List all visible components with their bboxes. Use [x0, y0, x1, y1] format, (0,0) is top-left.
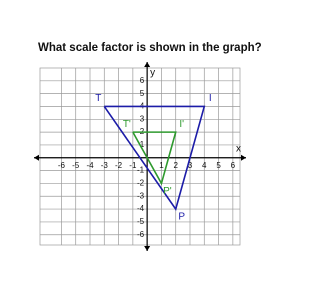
- x-tick-label: 5: [216, 161, 221, 170]
- triangle: [103, 105, 206, 211]
- y-tick-label: -1: [137, 166, 145, 175]
- y-tick-label: 3: [140, 114, 145, 123]
- x-tick-label: -1: [129, 161, 137, 170]
- y-axis-label: y: [150, 68, 155, 79]
- vertex-label: I: [209, 93, 212, 104]
- y-tick-label: -2: [137, 179, 145, 188]
- triangle: [132, 131, 177, 186]
- x-tick-label: -4: [86, 161, 94, 170]
- vertex-label: T': [123, 119, 131, 130]
- x-tick-label: -6: [58, 161, 66, 170]
- y-tick-label: 1: [140, 140, 145, 149]
- vertex-label: I': [179, 119, 184, 130]
- vertex-label: T: [95, 93, 101, 104]
- vertex-label: P: [178, 212, 185, 223]
- chart: What scale factor is shown in the graph?…: [34, 42, 262, 251]
- x-tick-label: 1: [159, 161, 164, 170]
- x-tick-label: 4: [202, 161, 207, 170]
- plot-border: [39, 67, 241, 246]
- x-tick-label: -3: [101, 161, 109, 170]
- x-tick-label: 3: [188, 161, 193, 170]
- x-tick-label: 6: [231, 161, 236, 170]
- vertex-label: P': [163, 186, 172, 197]
- y-tick-label: -4: [137, 204, 145, 213]
- y-tick-label: 5: [140, 89, 145, 98]
- y-tick-label: -6: [137, 230, 145, 239]
- x-tick-label: 2: [173, 161, 178, 170]
- x-axis-label: x: [236, 143, 241, 154]
- y-tick-label: -3: [137, 191, 145, 200]
- chart-title: What scale factor is shown in the graph?: [38, 42, 262, 54]
- x-tick-label: -2: [115, 161, 123, 170]
- x-tick-label: -5: [72, 161, 80, 170]
- y-tick-label: -5: [137, 217, 145, 226]
- y-tick-label: 6: [140, 76, 145, 85]
